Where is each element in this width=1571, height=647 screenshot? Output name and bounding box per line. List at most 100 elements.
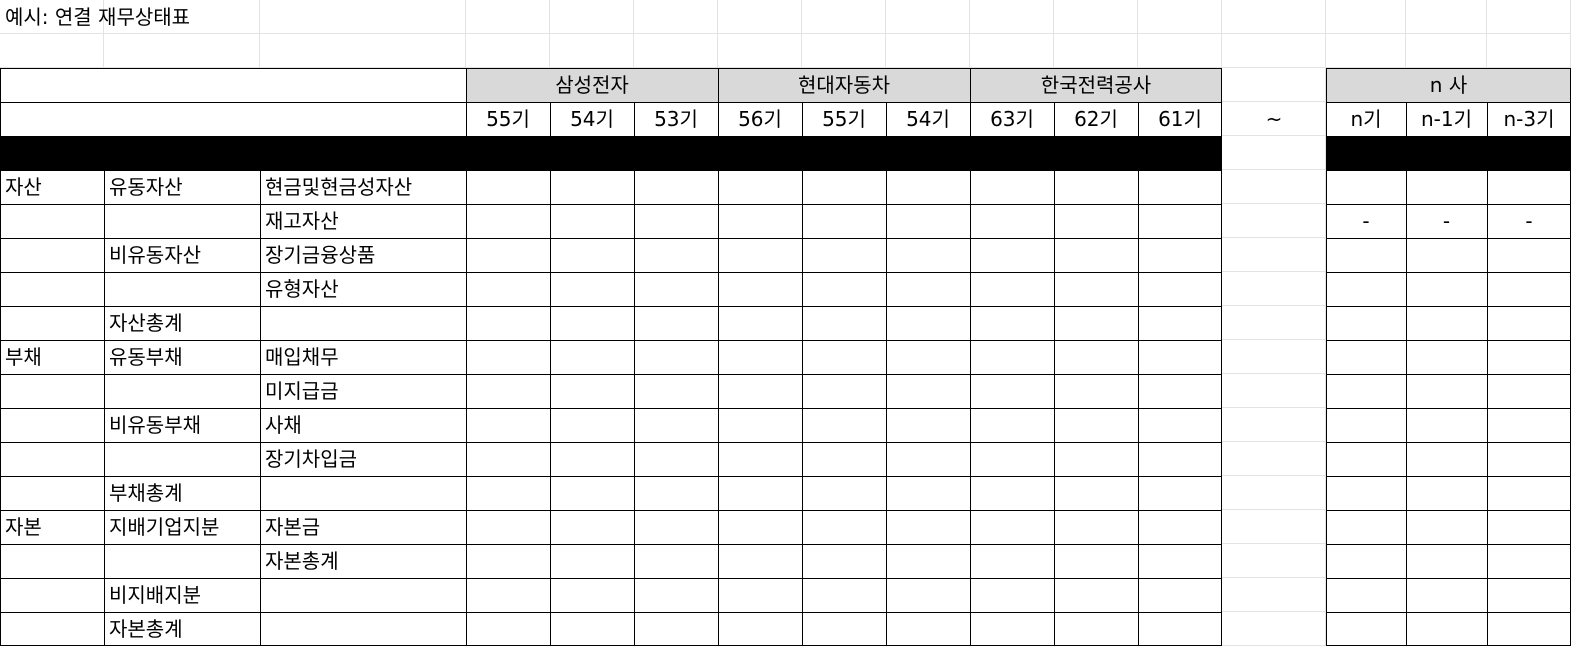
- grid-cell[interactable]: [104, 34, 260, 68]
- value-cell[interactable]: [718, 170, 802, 204]
- value-cell[interactable]: [1326, 238, 1406, 272]
- value-cell[interactable]: [550, 408, 634, 442]
- value-cell[interactable]: [802, 170, 886, 204]
- value-cell[interactable]: [550, 510, 634, 544]
- value-cell[interactable]: [1138, 340, 1222, 374]
- value-cell[interactable]: [634, 578, 718, 612]
- value-cell[interactable]: [1406, 476, 1487, 510]
- value-cell[interactable]: [802, 510, 886, 544]
- value-cell[interactable]: [466, 340, 550, 374]
- value-cell[interactable]: [886, 544, 970, 578]
- grid-cell[interactable]: [1222, 306, 1326, 340]
- grid-cell[interactable]: [1222, 238, 1326, 272]
- value-cell[interactable]: [1138, 578, 1222, 612]
- grid-cell[interactable]: [0, 34, 104, 68]
- grid-cell[interactable]: [466, 0, 550, 34]
- value-cell[interactable]: [1054, 340, 1138, 374]
- value-cell[interactable]: [886, 374, 970, 408]
- grid-cell[interactable]: [1222, 34, 1326, 68]
- value-cell[interactable]: [1487, 510, 1571, 544]
- grid-cell[interactable]: [886, 34, 970, 68]
- value-cell[interactable]: [1138, 442, 1222, 476]
- value-cell[interactable]: [886, 510, 970, 544]
- value-cell[interactable]: [1054, 578, 1138, 612]
- value-cell[interactable]: [466, 204, 550, 238]
- value-cell[interactable]: [634, 374, 718, 408]
- value-cell[interactable]: [1487, 612, 1571, 646]
- grid-cell[interactable]: [1222, 442, 1326, 476]
- value-cell[interactable]: [634, 442, 718, 476]
- value-cell[interactable]: [886, 272, 970, 306]
- grid-cell[interactable]: [1326, 0, 1406, 34]
- value-cell[interactable]: [1054, 238, 1138, 272]
- value-cell[interactable]: [970, 374, 1054, 408]
- value-cell[interactable]: [802, 204, 886, 238]
- value-cell[interactable]: [1406, 238, 1487, 272]
- value-cell[interactable]: [550, 476, 634, 510]
- grid-cell[interactable]: [634, 0, 718, 34]
- value-cell[interactable]: [1406, 510, 1487, 544]
- value-cell[interactable]: [718, 408, 802, 442]
- value-cell[interactable]: [718, 204, 802, 238]
- value-cell[interactable]: [466, 306, 550, 340]
- value-cell[interactable]: -: [1442, 209, 1451, 233]
- value-cell[interactable]: [1406, 612, 1487, 646]
- value-cell[interactable]: [1138, 374, 1222, 408]
- value-cell[interactable]: [1326, 442, 1406, 476]
- grid-cell[interactable]: [1138, 34, 1222, 68]
- value-cell[interactable]: [718, 612, 802, 646]
- grid-cell[interactable]: [1222, 374, 1326, 408]
- value-cell[interactable]: [1406, 578, 1487, 612]
- value-cell[interactable]: [1054, 442, 1138, 476]
- value-cell[interactable]: [970, 612, 1054, 646]
- value-cell[interactable]: [1487, 306, 1571, 340]
- value-cell[interactable]: [1138, 170, 1222, 204]
- grid-cell[interactable]: [1406, 0, 1487, 34]
- value-cell[interactable]: [1138, 306, 1222, 340]
- value-cell[interactable]: [886, 238, 970, 272]
- grid-cell[interactable]: [970, 0, 1054, 34]
- value-cell[interactable]: [1326, 578, 1406, 612]
- value-cell[interactable]: [1054, 170, 1138, 204]
- value-cell[interactable]: [802, 612, 886, 646]
- value-cell[interactable]: [886, 476, 970, 510]
- grid-cell[interactable]: [970, 34, 1054, 68]
- grid-cell[interactable]: [260, 34, 466, 68]
- value-cell[interactable]: [802, 408, 886, 442]
- value-cell[interactable]: [1138, 238, 1222, 272]
- value-cell[interactable]: [466, 544, 550, 578]
- value-cell[interactable]: [634, 306, 718, 340]
- grid-cell[interactable]: [802, 34, 886, 68]
- value-cell[interactable]: [802, 374, 886, 408]
- value-cell[interactable]: [970, 408, 1054, 442]
- value-cell[interactable]: [718, 374, 802, 408]
- grid-cell[interactable]: [718, 0, 802, 34]
- value-cell[interactable]: [1326, 476, 1406, 510]
- value-cell[interactable]: [970, 272, 1054, 306]
- value-cell[interactable]: [970, 170, 1054, 204]
- value-cell[interactable]: [1487, 408, 1571, 442]
- value-cell[interactable]: [550, 340, 634, 374]
- value-cell[interactable]: [1406, 442, 1487, 476]
- value-cell[interactable]: [466, 408, 550, 442]
- grid-cell[interactable]: [1222, 102, 1326, 136]
- value-cell[interactable]: [466, 612, 550, 646]
- grid-cell[interactable]: [260, 0, 466, 34]
- value-cell[interactable]: [1487, 578, 1571, 612]
- value-cell[interactable]: [550, 612, 634, 646]
- value-cell[interactable]: [1406, 170, 1487, 204]
- value-cell[interactable]: [718, 442, 802, 476]
- value-cell[interactable]: [1406, 272, 1487, 306]
- value-cell[interactable]: [718, 544, 802, 578]
- grid-cell[interactable]: [1222, 204, 1326, 238]
- value-cell[interactable]: [550, 374, 634, 408]
- value-cell[interactable]: [886, 170, 970, 204]
- value-cell[interactable]: [1138, 510, 1222, 544]
- value-cell[interactable]: [1054, 612, 1138, 646]
- value-cell[interactable]: [550, 442, 634, 476]
- grid-cell[interactable]: [718, 34, 802, 68]
- value-cell[interactable]: [970, 442, 1054, 476]
- value-cell[interactable]: [718, 306, 802, 340]
- value-cell[interactable]: [550, 170, 634, 204]
- value-cell[interactable]: [802, 238, 886, 272]
